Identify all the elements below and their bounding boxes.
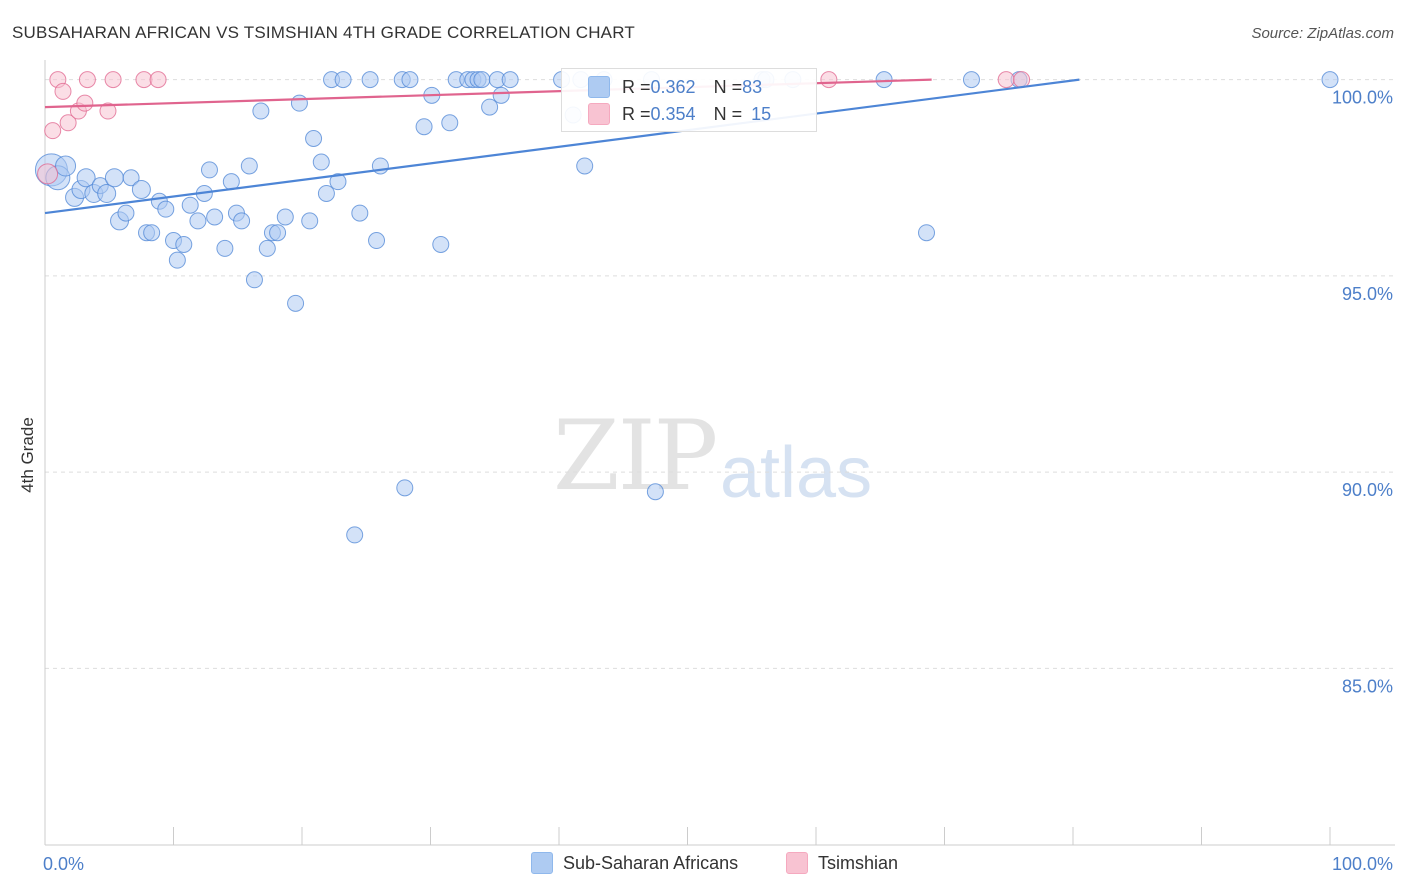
point-tsimshian bbox=[135, 71, 153, 89]
point-tsimshian bbox=[820, 71, 838, 89]
point-tsimshian bbox=[37, 163, 59, 185]
point-subsaharan bbox=[368, 232, 386, 250]
point-subsaharan bbox=[131, 180, 151, 200]
point-subsaharan bbox=[181, 196, 199, 214]
point-subsaharan bbox=[168, 251, 186, 269]
legend-item-tsimshian[interactable]: Tsimshian bbox=[786, 852, 898, 874]
point-tsimshian bbox=[59, 114, 77, 132]
chart-title: SUBSAHARAN AFRICAN VS TSIMSHIAN 4TH GRAD… bbox=[12, 23, 635, 42]
point-subsaharan bbox=[301, 212, 319, 230]
point-tsimshian bbox=[104, 71, 122, 89]
stats-n-label: N = bbox=[713, 76, 743, 97]
legend-label-tsimshian: Tsimshian bbox=[818, 852, 899, 873]
point-subsaharan bbox=[396, 479, 414, 497]
point-tsimshian bbox=[78, 71, 96, 89]
point-subsaharan bbox=[329, 173, 347, 191]
legend-item-subsaharan[interactable]: Sub-Saharan Africans bbox=[531, 852, 738, 874]
point-subsaharan bbox=[117, 204, 135, 222]
point-subsaharan bbox=[104, 168, 124, 188]
point-subsaharan bbox=[401, 71, 419, 89]
point-tsimshian bbox=[997, 71, 1015, 89]
point-subsaharan bbox=[290, 94, 308, 112]
point-subsaharan bbox=[269, 224, 287, 242]
point-subsaharan bbox=[576, 157, 594, 175]
point-subsaharan bbox=[305, 130, 323, 147]
point-subsaharan bbox=[245, 271, 263, 289]
x-tick-label: 100.0% bbox=[1332, 854, 1393, 874]
point-subsaharan bbox=[346, 526, 364, 544]
point-subsaharan bbox=[962, 71, 980, 89]
point-subsaharan bbox=[258, 239, 276, 257]
point-subsaharan bbox=[1321, 71, 1339, 89]
point-subsaharan bbox=[189, 212, 207, 230]
y-tick-label: 90.0% bbox=[1342, 480, 1393, 500]
stats-r-label: R = bbox=[622, 103, 651, 124]
point-subsaharan bbox=[55, 155, 77, 177]
axes bbox=[44, 60, 1395, 846]
watermark-zip: ZIP bbox=[553, 400, 718, 512]
stats-n-label: N = bbox=[713, 103, 743, 124]
legend-swatch-tsimshian bbox=[786, 852, 808, 874]
point-subsaharan bbox=[334, 71, 352, 89]
point-subsaharan bbox=[361, 71, 379, 89]
point-subsaharan bbox=[97, 183, 117, 203]
stats-n-value: 15 bbox=[751, 103, 772, 124]
stats-row-subsaharan: R = 0.362 N = 83 bbox=[562, 75, 762, 99]
point-subsaharan bbox=[501, 71, 519, 89]
point-subsaharan bbox=[441, 114, 459, 132]
x-tick-labels: 0.0% 100.0% bbox=[43, 854, 1393, 874]
point-tsimshian bbox=[99, 102, 117, 120]
point-subsaharan bbox=[432, 235, 450, 253]
bottom-legend: Sub-Saharan Africans Tsimshian bbox=[0, 852, 1406, 878]
point-subsaharan bbox=[481, 98, 499, 116]
point-subsaharan bbox=[492, 86, 510, 104]
point-subsaharan bbox=[312, 153, 330, 171]
y-tick-label: 85.0% bbox=[1342, 676, 1393, 696]
point-tsimshian bbox=[76, 94, 94, 112]
point-subsaharan bbox=[233, 212, 251, 230]
point-subsaharan bbox=[646, 483, 664, 501]
x-tick-label: 0.0% bbox=[43, 854, 84, 874]
stats-r-label: R = bbox=[622, 76, 651, 97]
point-tsimshian bbox=[44, 122, 62, 140]
point-subsaharan bbox=[415, 118, 433, 136]
point-subsaharan bbox=[157, 200, 175, 218]
point-subsaharan bbox=[76, 168, 96, 188]
point-subsaharan bbox=[875, 71, 893, 89]
point-subsaharan bbox=[473, 71, 491, 89]
point-subsaharan bbox=[206, 208, 224, 226]
point-subsaharan bbox=[216, 239, 234, 257]
y-tick-label: 95.0% bbox=[1342, 284, 1393, 304]
stats-n-value: 83 bbox=[742, 76, 763, 97]
stats-legend: R = 0.362 N = 83 R = 0.354 N = 15 bbox=[561, 68, 817, 132]
stats-swatch-subsaharan bbox=[588, 76, 610, 98]
point-subsaharan bbox=[317, 184, 335, 202]
point-tsimshian bbox=[149, 71, 167, 89]
y-tick-labels: 100.0% 95.0% 90.0% 85.0% bbox=[1332, 88, 1393, 697]
point-tsimshian bbox=[1013, 71, 1031, 89]
point-subsaharan bbox=[240, 157, 258, 175]
stats-r-value: 0.354 bbox=[650, 103, 696, 124]
trend-line-subsaharan bbox=[44, 78, 1080, 215]
point-tsimshian bbox=[54, 82, 72, 100]
legend-label-subsaharan: Sub-Saharan Africans bbox=[563, 852, 739, 873]
point-subsaharan bbox=[351, 204, 369, 222]
stats-row-tsimshian: R = 0.354 N = 15 bbox=[562, 102, 771, 126]
point-subsaharan bbox=[122, 169, 140, 187]
point-subsaharan bbox=[276, 208, 294, 226]
point-subsaharan bbox=[175, 235, 193, 253]
stats-r-value: 0.362 bbox=[650, 76, 696, 97]
watermark-atlas: atlas bbox=[720, 433, 873, 513]
point-subsaharan bbox=[287, 294, 305, 312]
y-tick-label: 100.0% bbox=[1332, 88, 1393, 108]
legend-swatch-subsaharan bbox=[531, 852, 553, 874]
source-credit: Source: ZipAtlas.com bbox=[1251, 25, 1394, 42]
point-subsaharan bbox=[143, 224, 161, 242]
point-subsaharan bbox=[918, 224, 936, 242]
point-subsaharan bbox=[200, 161, 218, 179]
point-subsaharan bbox=[252, 102, 270, 120]
stats-swatch-tsimshian bbox=[588, 103, 610, 125]
